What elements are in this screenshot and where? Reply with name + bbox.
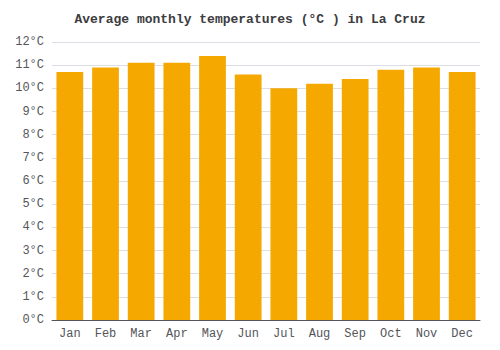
svg-text:2°C: 2°C — [22, 267, 44, 281]
svg-text:Jul: Jul — [273, 327, 295, 341]
svg-text:12°C: 12°C — [15, 35, 44, 49]
svg-text:Aug: Aug — [309, 327, 331, 341]
svg-text:Jan: Jan — [59, 327, 81, 341]
svg-text:6°C: 6°C — [22, 174, 44, 188]
svg-text:Apr: Apr — [166, 327, 188, 341]
svg-text:3°C: 3°C — [22, 244, 44, 258]
svg-text:Jun: Jun — [237, 327, 259, 341]
svg-text:8°C: 8°C — [22, 128, 44, 142]
svg-text:1°C: 1°C — [22, 290, 44, 304]
svg-text:May: May — [202, 327, 224, 341]
svg-text:Nov: Nov — [416, 327, 438, 341]
svg-text:9°C: 9°C — [22, 105, 44, 119]
svg-text:5°C: 5°C — [22, 197, 44, 211]
svg-text:Feb: Feb — [95, 327, 117, 341]
svg-text:Average monthly temperatures (: Average monthly temperatures (°C ) in La… — [74, 12, 425, 27]
svg-text:7°C: 7°C — [22, 151, 44, 165]
svg-text:Mar: Mar — [130, 327, 152, 341]
svg-text:11°C: 11°C — [15, 58, 44, 72]
svg-text:0°C: 0°C — [22, 313, 44, 327]
svg-text:Dec: Dec — [451, 327, 473, 341]
svg-text:Sep: Sep — [344, 327, 366, 341]
svg-text:10°C: 10°C — [15, 81, 44, 95]
svg-text:4°C: 4°C — [22, 220, 44, 234]
svg-text:Oct: Oct — [380, 327, 402, 341]
